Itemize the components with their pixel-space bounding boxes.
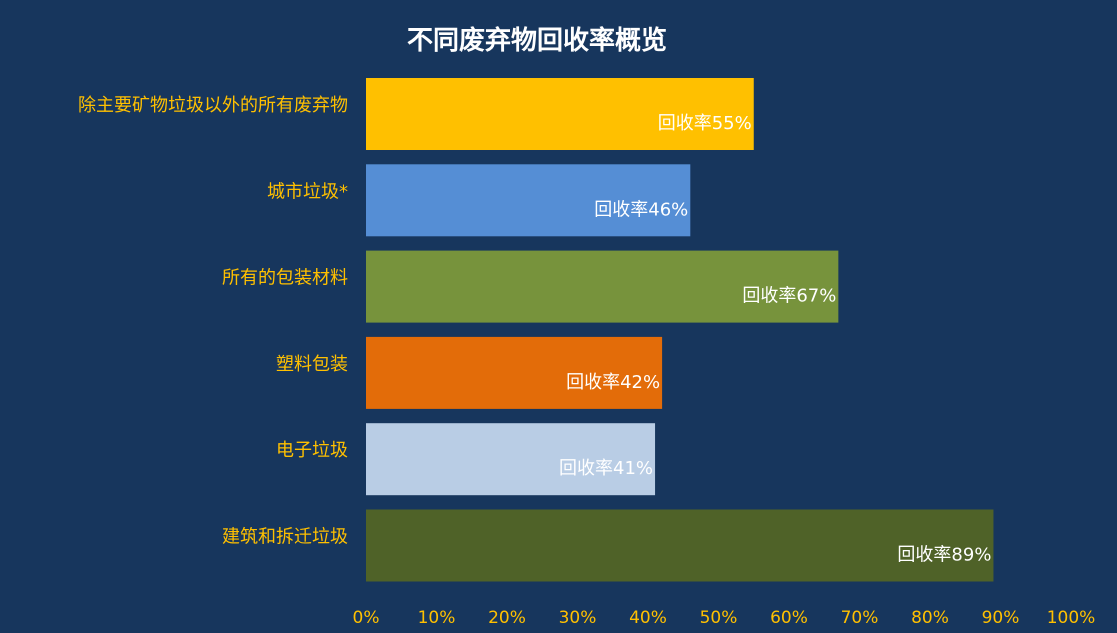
data-label: 回收率55%: [658, 113, 752, 134]
x-tick-label: 20%: [488, 608, 526, 628]
x-tick-label: 90%: [982, 608, 1020, 628]
category-label: 塑料包装: [276, 354, 348, 375]
data-label: 回收率46%: [594, 199, 688, 220]
bar: [366, 423, 656, 496]
chart-title: 不同废弃物回收率概览: [406, 26, 667, 56]
bar: [366, 78, 754, 150]
data-label: 回收率89%: [897, 545, 991, 566]
bar: [366, 250, 839, 323]
x-tick-label: 10%: [418, 608, 456, 628]
x-tick-label: 0%: [353, 608, 380, 628]
x-tick-label: 80%: [911, 608, 949, 628]
category-label: 除主要矿物垃圾以外的所有废弃物: [78, 95, 348, 116]
bar: [366, 164, 691, 237]
x-tick-label: 30%: [559, 608, 597, 628]
x-tick-label: 60%: [770, 608, 808, 628]
category-label: 电子垃圾: [276, 440, 348, 461]
data-label: 回收率67%: [742, 286, 836, 307]
x-tick-label: 40%: [629, 608, 667, 628]
bar: [366, 336, 663, 409]
category-label: 城市垃圾*: [267, 181, 348, 202]
x-tick-label: 100%: [1047, 608, 1096, 628]
data-label: 回收率42%: [566, 372, 660, 393]
bars-layer: 回收率55% 回收率46% 回收率67% 回收率42% 回收率41% 回收率89%: [366, 78, 994, 582]
x-tick-label: 50%: [700, 608, 738, 628]
bar: [366, 509, 994, 582]
category-label: 所有的包装材料: [222, 268, 348, 289]
x-axis-ticks: 0% 10% 20% 30% 40% 50% 60% 70% 80% 90% 100%: [353, 608, 1096, 628]
category-label: 建筑和拆迁垃圾: [222, 527, 348, 548]
x-tick-label: 70%: [841, 608, 879, 628]
data-label: 回收率41%: [559, 458, 653, 479]
